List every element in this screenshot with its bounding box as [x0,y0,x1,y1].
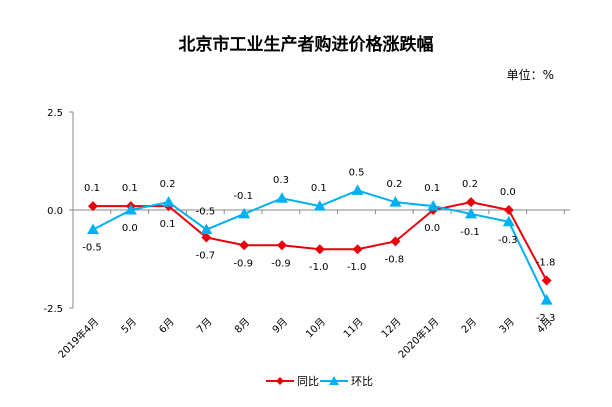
data-label: -0.1 [460,227,480,238]
data-point [277,240,287,251]
x-tick-label: 7月 [194,316,214,336]
data-point [502,215,515,227]
data-label: -1.0 [347,262,367,273]
x-tick-label: 8月 [232,316,252,336]
data-label: 0.1 [424,183,440,194]
data-point [88,201,98,212]
data-label: -2.3 [536,313,556,324]
data-label: -0.8 [385,254,405,265]
x-tick-label: 10月 [303,316,328,341]
data-label: -0.9 [233,258,253,269]
data-point [541,275,552,286]
data-label: -1.0 [309,262,329,273]
y-tick-label: 0.0 [47,206,63,217]
data-point [314,244,325,255]
data-label: 0.2 [462,179,478,190]
chart-title: 北京市工业生产者购进价格涨跌幅 [178,35,434,55]
data-point [162,196,175,207]
legend-label-2: 环比 [351,375,373,388]
y-tick-label: -2.5 [43,304,63,315]
data-label: 0.1 [122,183,138,194]
x-tick-label: 5月 [119,316,139,336]
legend-label-1: 同比 [297,375,319,388]
data-label: 0.1 [84,183,100,194]
data-label: 0.1 [311,183,327,194]
x-tick-label: 3月 [497,316,517,336]
x-tick-label: 11月 [341,316,366,341]
y-tick-label: 2.5 [47,108,63,119]
data-point [238,207,251,219]
data-point [276,192,288,203]
data-point [390,236,401,247]
data-point [87,223,99,235]
data-label: 0.0 [500,187,516,198]
data-label: 0.0 [424,223,440,234]
data-point [124,204,137,215]
x-tick-label: 2月 [459,316,479,336]
data-label: 0.5 [349,167,365,178]
data-point [352,244,363,255]
legend-marker-1 [276,377,284,385]
legend-marker-2 [329,376,339,385]
data-label: 0.0 [122,223,138,234]
data-label: 0.1 [160,219,176,230]
x-tick-label: 2020年1月 [395,315,441,361]
x-tick-label: 12月 [379,316,404,341]
data-label: 0.2 [386,179,402,190]
data-point [351,184,364,195]
data-label: 0.3 [273,175,289,186]
unit-label: 单位：% [506,68,554,82]
data-label: 0.2 [160,179,176,190]
data-label: -0.7 [196,250,216,261]
data-label: -0.5 [82,243,102,254]
data-point [200,223,213,235]
data-point [389,196,402,207]
data-point [465,207,477,219]
x-tick-label: 6月 [157,316,177,336]
data-point [239,240,250,251]
data-point [313,200,326,211]
data-label: -0.3 [498,235,518,246]
data-point [503,205,514,215]
data-point [466,197,476,208]
data-label: -0.5 [196,207,216,218]
x-tick-label: 9月 [270,316,290,336]
data-label: -0.9 [271,258,291,269]
data-label: -0.1 [233,191,253,202]
data-point [540,294,553,305]
data-point [201,232,212,243]
data-label: -1.8 [536,258,556,269]
data-point [427,200,440,211]
x-tick-label: 2019年4月 [55,315,101,361]
